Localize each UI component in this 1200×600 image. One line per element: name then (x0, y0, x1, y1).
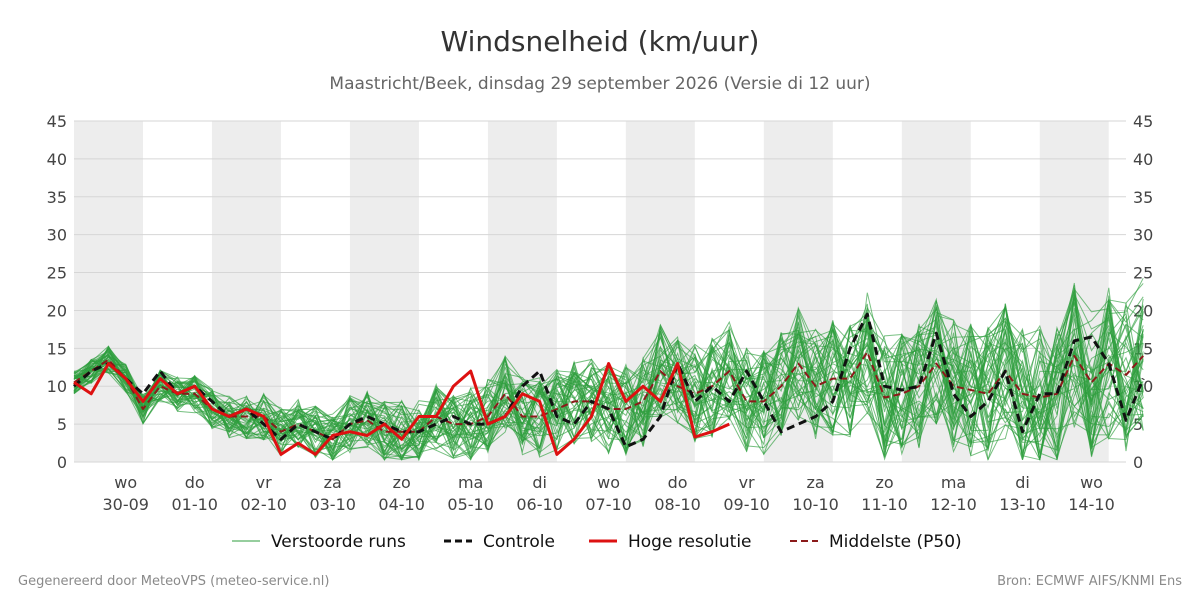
x-tick-day: vr (739, 473, 755, 492)
x-tick-day: ma (941, 473, 966, 492)
ensemble-member-line (73, 304, 1144, 461)
x-tick-date: 01-10 (171, 495, 218, 514)
x-tick-day: za (324, 473, 342, 492)
y-axis-left: 0 5 10 15 20 25 30 35 40 45 (47, 112, 67, 472)
ensemble-member-line (73, 309, 1144, 456)
legend: Verstoorde runs Controle Hoge resolutie … (232, 532, 962, 552)
x-tick-day: di (532, 473, 547, 492)
x-tick-date: 12-10 (930, 495, 977, 514)
y-tick-label: 20 (47, 301, 67, 320)
x-tick-date: 03-10 (309, 495, 356, 514)
x-axis: wo 30-09 do 01-10 vr 02-10 za 03-10 zo 04-10 ma 05-… (102, 473, 1114, 514)
y-tick-label: 35 (47, 188, 67, 207)
chart-subtitle: Maastricht/Beek, dinsdag 29 september 20… (329, 74, 870, 94)
legend-ensemble-label: Verstoorde runs (271, 532, 406, 552)
y-tick-label: 0 (1133, 453, 1143, 472)
x-tick-day: ma (458, 473, 483, 492)
x-tick-date: 09-10 (723, 495, 770, 514)
hires-line (73, 362, 730, 456)
y-tick-label: 30 (47, 226, 67, 245)
main-series (73, 312, 1145, 456)
ensemble-member-line (73, 287, 1144, 458)
y-tick-label: 45 (1133, 112, 1153, 131)
x-tick-date: 13-10 (999, 495, 1046, 514)
x-tick-day: vr (256, 473, 272, 492)
legend-hires-label: Hoge resolutie (628, 532, 752, 552)
legend-median-label: Middelste (P50) (829, 532, 962, 552)
y-tick-label: 40 (1133, 150, 1153, 169)
y-tick-label: 10 (47, 377, 67, 396)
y-tick-label: 25 (47, 264, 67, 283)
x-tick-date: 08-10 (654, 495, 701, 514)
x-tick-date: 06-10 (516, 495, 563, 514)
y-tick-label: 35 (1133, 188, 1153, 207)
y-tick-label: 5 (1133, 415, 1143, 434)
y-tick-label: 0 (57, 453, 67, 472)
x-tick-date: 10-10 (792, 495, 839, 514)
ensemble-member-line (73, 297, 1144, 462)
x-tick-date: 04-10 (378, 495, 425, 514)
footer-source: Bron: ECMWF AIFS/KNMI Ens (997, 574, 1182, 589)
legend-control-label: Controle (483, 532, 555, 552)
y-tick-label: 45 (47, 112, 67, 131)
control-line (73, 312, 1145, 449)
y-tick-label: 15 (47, 339, 67, 358)
footer-generator: Gegenereerd door MeteoVPS (meteo-service… (18, 574, 329, 589)
x-tick-day: do (668, 473, 688, 492)
day-band (74, 121, 143, 462)
x-tick-day: zo (875, 473, 893, 492)
y-tick-label: 30 (1133, 226, 1153, 245)
x-tick-day: di (1015, 473, 1030, 492)
x-tick-date: 30-09 (102, 495, 149, 514)
chart-title: Windsnelheid (km/uur) (441, 25, 760, 58)
ensemble-member-line (73, 287, 1144, 459)
y-tick-label: 40 (47, 150, 67, 169)
x-tick-date: 05-10 (447, 495, 494, 514)
y-tick-label: 5 (57, 415, 67, 434)
ensemble-member-line (73, 315, 1144, 462)
x-tick-date: 11-10 (861, 495, 908, 514)
x-tick-date: 02-10 (240, 495, 287, 514)
x-tick-day: zo (393, 473, 411, 492)
y-tick-label: 25 (1133, 264, 1153, 283)
ensemble-member-line (73, 319, 1144, 457)
x-tick-date: 14-10 (1068, 495, 1115, 514)
x-tick-day: wo (114, 473, 137, 492)
x-tick-day: wo (1080, 473, 1103, 492)
x-tick-date: 07-10 (585, 495, 632, 514)
x-tick-day: wo (597, 473, 620, 492)
x-tick-day: do (185, 473, 205, 492)
x-tick-day: za (806, 473, 824, 492)
